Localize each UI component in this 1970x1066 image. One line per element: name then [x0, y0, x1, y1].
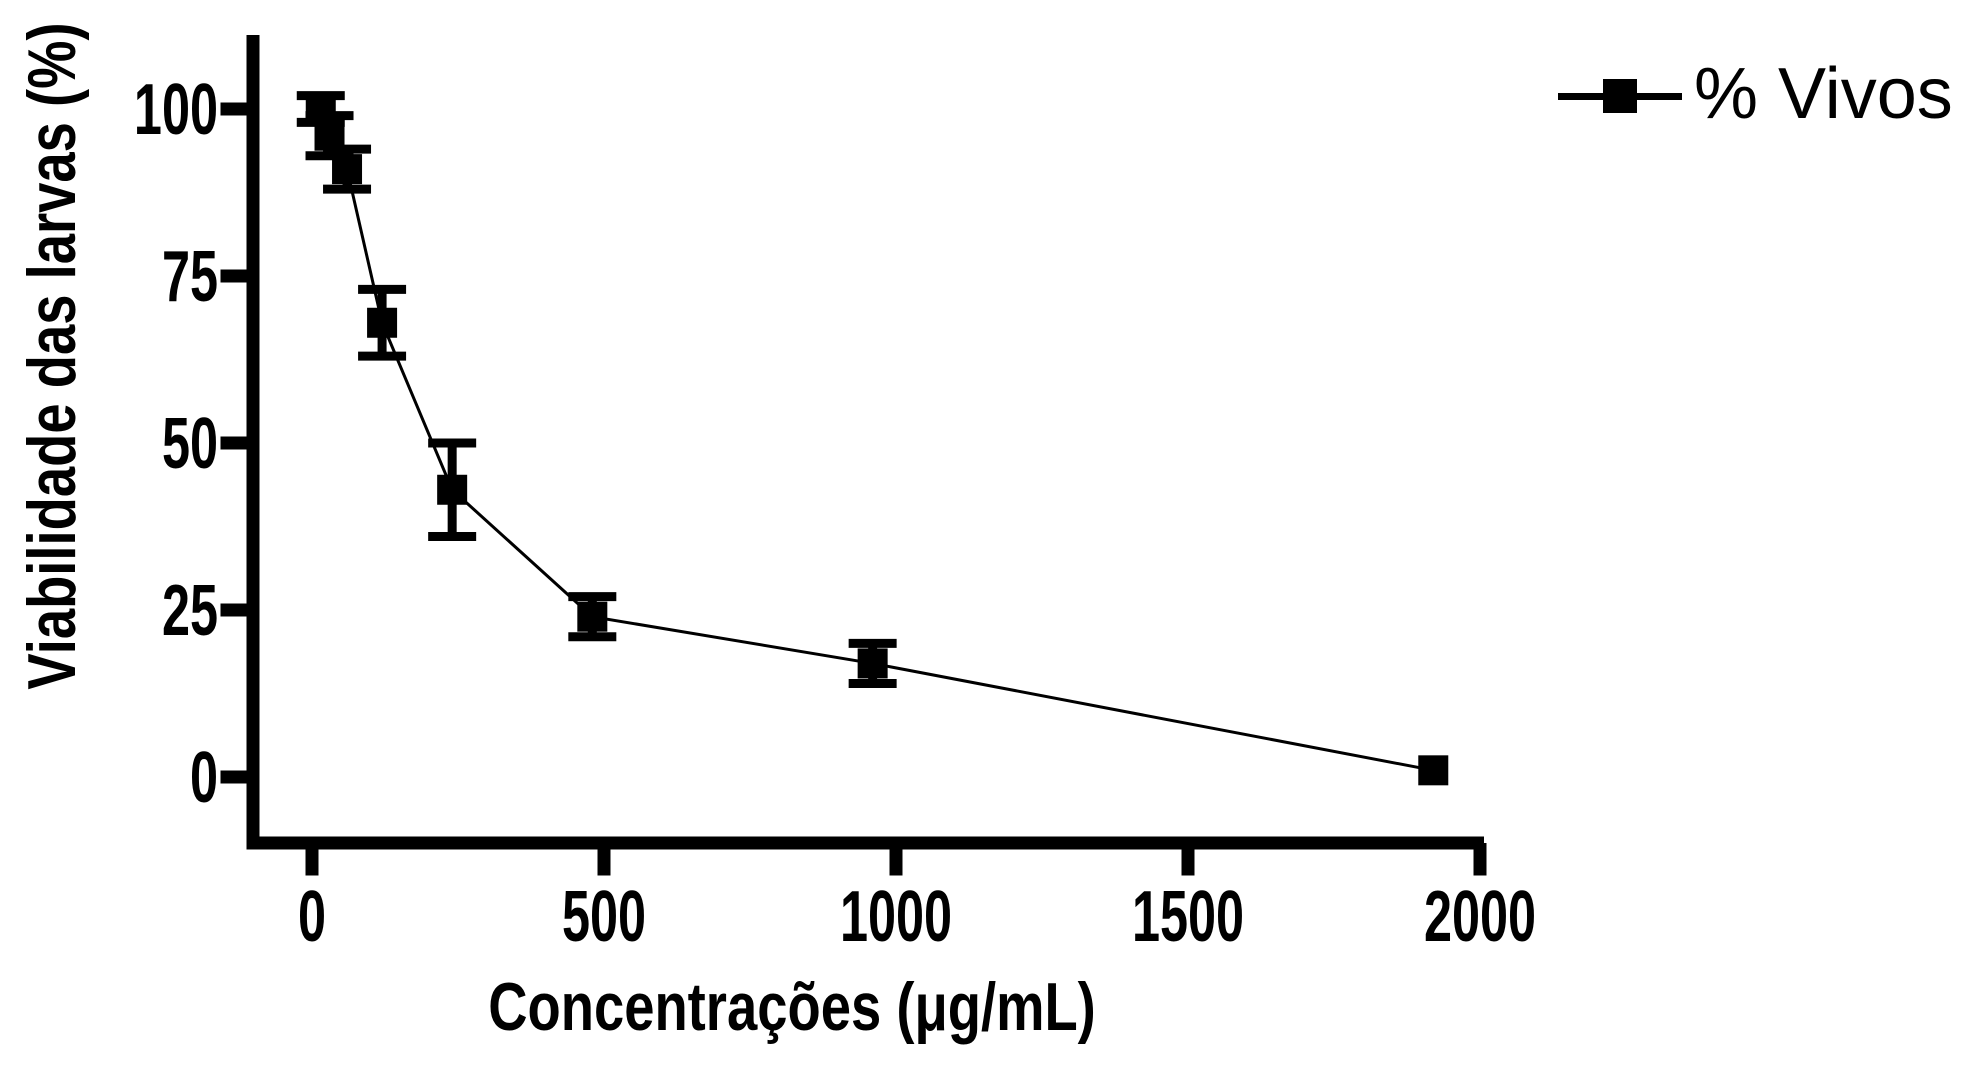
- data-point-marker: [577, 601, 608, 632]
- y-tick-label: 50: [162, 404, 218, 484]
- data-point-marker: [314, 120, 345, 151]
- y-tick-label: 75: [162, 237, 218, 317]
- y-tick-label: 25: [162, 571, 218, 651]
- x-tick-label: 1500: [1132, 877, 1244, 957]
- legend-square-marker-icon: [1603, 79, 1637, 113]
- x-tick-label: 0: [298, 877, 326, 957]
- data-point-marker: [857, 648, 888, 679]
- legend-label: % Vivos: [1694, 54, 1953, 134]
- data-point-marker: [367, 307, 398, 338]
- data-point-marker: [1418, 755, 1449, 786]
- x-axis-title: Concentrações (μg/mL): [488, 969, 1096, 1045]
- x-tick-label: 1000: [840, 877, 952, 957]
- y-tick-label: 0: [190, 738, 218, 818]
- data-point-marker: [437, 474, 468, 505]
- x-tick-label: 2000: [1424, 877, 1536, 957]
- x-tick-label: 500: [562, 877, 646, 957]
- y-axis-title: Viabilidade das larvas (%): [14, 22, 90, 690]
- y-tick-label: 100: [134, 70, 218, 150]
- data-point-marker: [305, 94, 336, 124]
- data-point-marker: [332, 154, 363, 185]
